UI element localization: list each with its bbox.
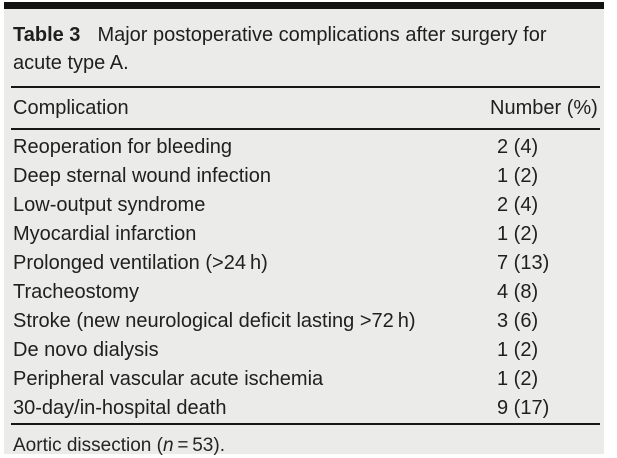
table-row: Myocardial infarction 1 (2)	[4, 220, 604, 249]
table-body: Reoperation for bleeding 2 (4) Deep ster…	[4, 130, 604, 423]
cell-complication: Stroke (new neurological deficit lasting…	[13, 310, 416, 332]
cell-complication: Prolonged ventilation (>24 h)	[13, 252, 268, 274]
footnote-suffix: = 53).	[173, 435, 225, 456]
cell-complication: Tracheostomy	[13, 281, 139, 303]
table-row: Prolonged ventilation (>24 h) 7 (13)	[4, 249, 604, 278]
rule-below-caption	[11, 86, 600, 88]
cell-number: 2 (4)	[497, 194, 539, 216]
footnote-variable-n: n	[162, 435, 174, 456]
column-header-number: Number (%)	[490, 97, 598, 119]
table-row: Reoperation for bleeding 2 (4)	[4, 133, 604, 162]
cell-complication: Low-output syndrome	[13, 194, 206, 216]
table-caption-text: Major postoperative complications after …	[13, 24, 547, 74]
rule-above-footnote	[11, 423, 600, 425]
cell-number: 9 (17)	[497, 397, 550, 419]
table-row: Low-output syndrome 2 (4)	[4, 191, 604, 220]
cell-complication: Myocardial infarction	[13, 223, 197, 245]
table-row: Peripheral vascular acute ischemia 1 (2)	[4, 365, 604, 394]
cell-number: 1 (2)	[497, 165, 539, 187]
table-row: 30-day/in-hospital death 9 (17)	[4, 394, 604, 423]
cell-number: 2 (4)	[497, 136, 539, 158]
cell-number: 1 (2)	[497, 339, 539, 361]
rule-below-header	[11, 128, 600, 130]
column-header-complication: Complication	[13, 97, 129, 119]
cell-complication: De novo dialysis	[13, 339, 159, 361]
cell-number: 3 (6)	[497, 310, 539, 332]
table-footnote: Aortic dissection (n = 53).	[4, 425, 604, 458]
cell-number: 7 (13)	[497, 252, 550, 274]
table-row: Stroke (new neurological deficit lasting…	[4, 307, 604, 336]
table-row: Deep sternal wound infection 1 (2)	[4, 162, 604, 191]
cell-number: 1 (2)	[497, 223, 539, 245]
table-caption-label: Table 3	[13, 24, 81, 46]
cell-complication: 30-day/in-hospital death	[13, 397, 227, 419]
cell-complication: Peripheral vascular acute ischemia	[13, 368, 324, 390]
cell-complication: Deep sternal wound infection	[13, 165, 271, 187]
cell-number: 4 (8)	[497, 281, 539, 303]
table-row: Tracheostomy 4 (8)	[4, 278, 604, 307]
footnote-prefix: Aortic dissection (	[13, 435, 163, 456]
table-top-bar	[4, 2, 604, 9]
table-header-row: Complication Number (%)	[4, 88, 604, 128]
table-caption: Table 3 Major postoperative complications…	[13, 21, 561, 77]
cell-number: 1 (2)	[497, 368, 539, 390]
cell-complication: Reoperation for bleeding	[13, 136, 233, 158]
table-row: De novo dialysis 1 (2)	[4, 336, 604, 365]
table-panel: Table 3 Major postoperative complications…	[4, 2, 604, 456]
